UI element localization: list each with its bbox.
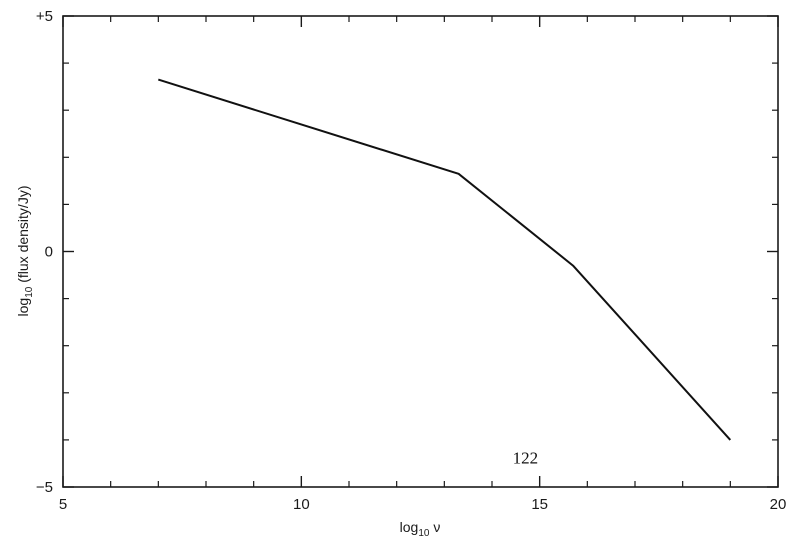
- series-vertices: [157, 79, 731, 441]
- plot-frame: [62, 15, 779, 488]
- y-tick-labels: +5 0 −5: [36, 8, 53, 496]
- x-tick-label: 10: [293, 496, 310, 513]
- x-tick-label: 15: [531, 496, 548, 513]
- x-axis-title-symbol: ν: [429, 519, 440, 535]
- x-axis-title-base: log: [400, 519, 419, 535]
- x-tick-labels: 5 10 15 20: [59, 496, 787, 513]
- x-tick-label: 5: [59, 496, 67, 513]
- major-ticks: [62, 15, 779, 488]
- x-axis-title: log10 ν: [400, 519, 441, 539]
- page-number-annotation: 122: [513, 448, 539, 467]
- x-tick-label: 20: [770, 496, 787, 513]
- y-tick-label: +5: [36, 8, 53, 25]
- y-tick-label: −5: [36, 479, 53, 496]
- series-line: [158, 78, 732, 441]
- y-axis-title-subscript: 10: [24, 286, 35, 298]
- x-axis-title-subscript: 10: [418, 528, 430, 539]
- y-axis-title: log10 (flux density/Jy): [15, 186, 35, 317]
- y-tick-label: 0: [45, 244, 53, 261]
- y-axis-title-rest: (flux density/Jy): [15, 186, 31, 287]
- y-axis-title-base: log: [15, 298, 31, 317]
- minor-ticks: [63, 16, 778, 487]
